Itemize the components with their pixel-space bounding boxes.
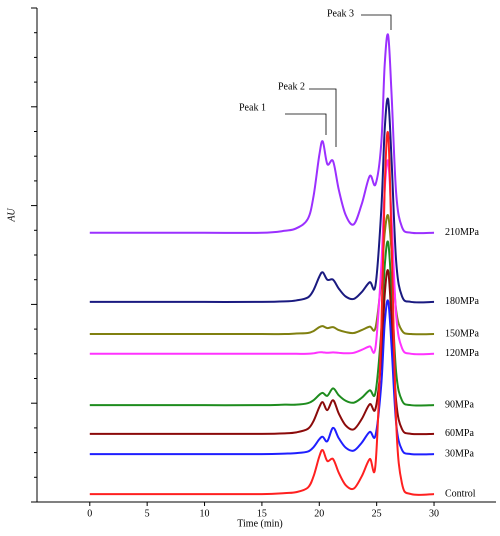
x-tick-label: 25 [372, 508, 382, 519]
series-label: Control [445, 488, 476, 499]
series-label: 210MPa [445, 227, 479, 238]
series-line [89, 299, 435, 456]
annotation: Peak 1 [239, 102, 266, 113]
series-label: 60MPa [445, 428, 474, 439]
series-label: 180MPa [445, 296, 479, 307]
x-tick-label: 10 [200, 508, 210, 519]
leader-line [285, 113, 327, 135]
series-label: 120MPa [445, 348, 479, 359]
series-line [89, 130, 435, 496]
series-line [89, 269, 435, 436]
x-tick-label: 20 [314, 508, 324, 519]
series-line [89, 33, 435, 235]
annotation: Peak 2 [278, 81, 305, 92]
leader-line [309, 88, 337, 147]
x-tick-label: 0 [87, 508, 92, 519]
series-line [89, 97, 435, 304]
annotation: Peak 3 [327, 8, 354, 19]
peak-leaders [285, 14, 392, 147]
y-axis-label: AU [6, 208, 17, 223]
series-label: 90MPa [445, 399, 474, 410]
series-label: 30MPa [445, 448, 474, 459]
x-axis-label: Time (min) [237, 518, 282, 529]
series-label: 150MPa [445, 328, 479, 339]
leader-line [361, 14, 392, 30]
x-tick-label: 15 [257, 508, 267, 519]
series-line [89, 240, 435, 407]
x-tick-label: 5 [145, 508, 150, 519]
x-tick-label: 30 [429, 508, 439, 519]
